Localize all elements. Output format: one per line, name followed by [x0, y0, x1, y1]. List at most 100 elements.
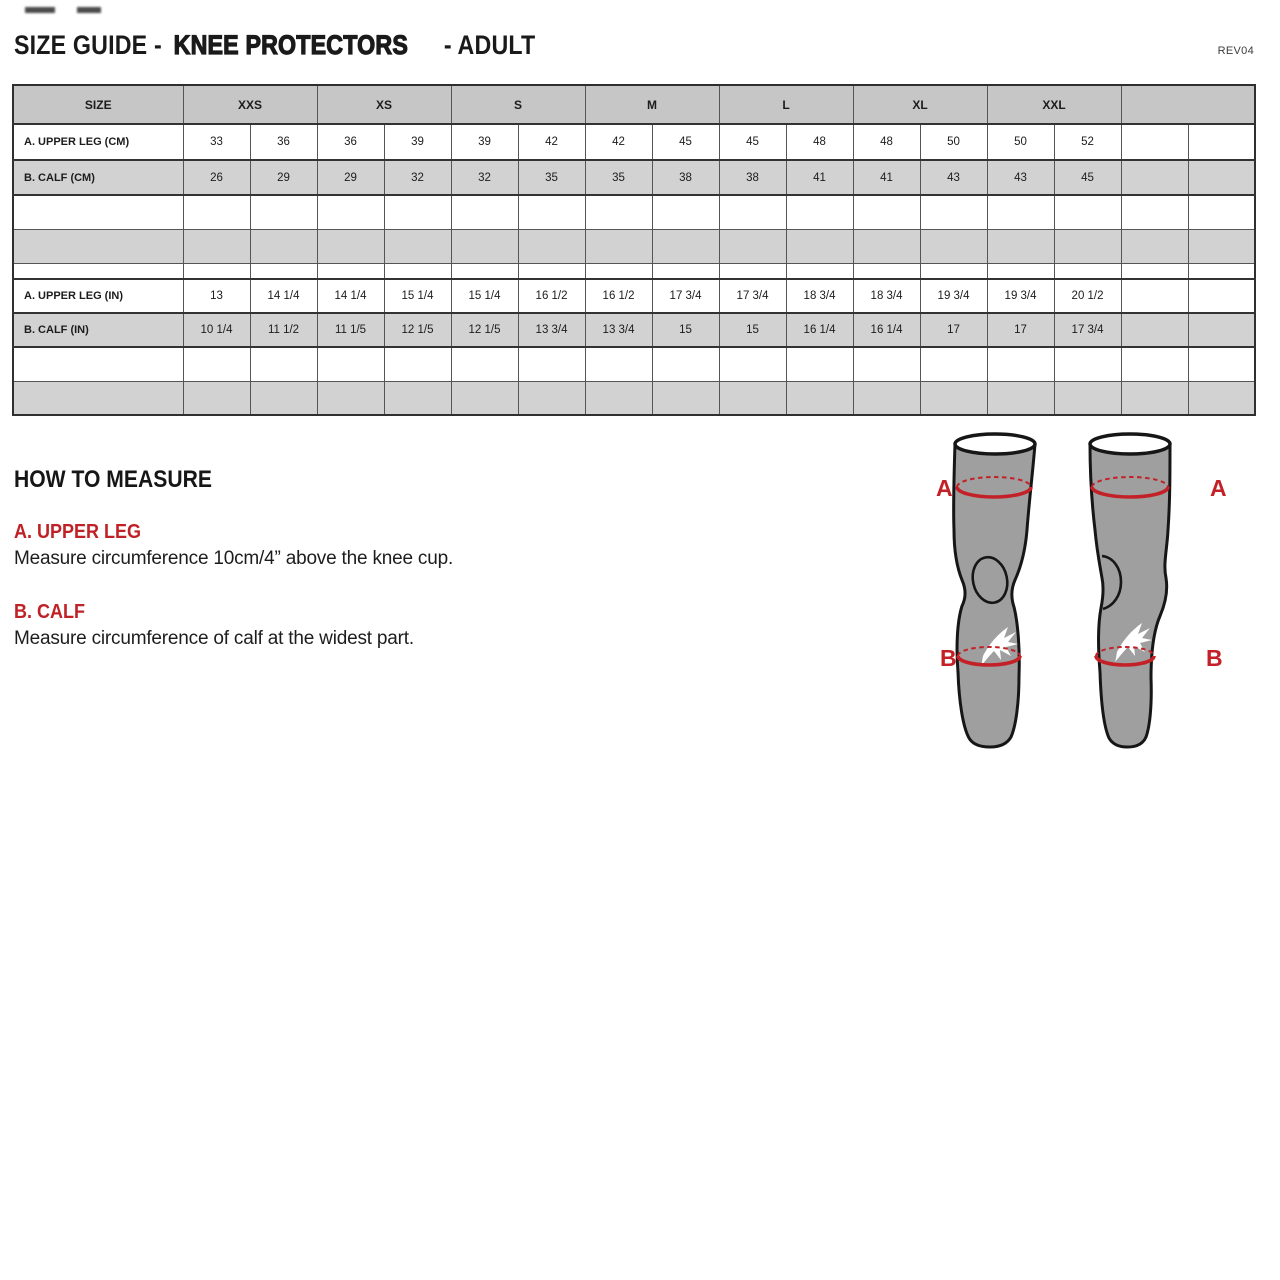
size-value: 41 — [785, 159, 854, 196]
empty-cell — [182, 228, 251, 264]
sleeve-body — [952, 442, 1037, 749]
empty-cell — [718, 380, 787, 416]
empty-cell — [584, 194, 653, 230]
size-value: 14 1/4 — [316, 278, 385, 314]
empty-cell — [1120, 123, 1189, 161]
knee-cup-outline — [1101, 554, 1123, 611]
empty-cell — [785, 380, 854, 416]
row-label — [12, 346, 184, 382]
size-value: 13 — [182, 278, 251, 314]
empty-cell — [1187, 194, 1256, 230]
size-value: 15 — [651, 312, 720, 348]
empty-cell — [1187, 228, 1256, 264]
measure-b-text: Measure circumference of calf at the wid… — [14, 628, 414, 649]
cropped-artifact — [25, 7, 55, 13]
empty-cell — [1187, 278, 1256, 314]
empty-cell — [651, 194, 720, 230]
row-label — [12, 262, 184, 280]
empty-cell — [919, 194, 988, 230]
sleeve-opening — [953, 432, 1037, 456]
empty-cell — [316, 194, 385, 230]
measure-b-heading: B. CALF — [14, 601, 86, 623]
size-header-empty — [1120, 84, 1256, 125]
size-value: 17 — [919, 312, 988, 348]
size-value: 12 1/5 — [383, 312, 452, 348]
empty-cell — [1053, 228, 1122, 264]
empty-cell — [1187, 346, 1256, 382]
knee-sleeve-diagram: A B A B — [936, 432, 1227, 749]
empty-cell — [383, 194, 452, 230]
spacer-row — [12, 194, 1256, 230]
empty-cell — [651, 380, 720, 416]
size-value: 35 — [517, 159, 586, 196]
size-value: 32 — [450, 159, 519, 196]
size-value: 43 — [986, 159, 1055, 196]
empty-cell — [249, 228, 318, 264]
row-label — [12, 194, 184, 230]
size-value: 33 — [182, 123, 251, 161]
size-header-row: SIZE XXS XS S M L XL XXL — [12, 84, 1256, 125]
spacer-row — [12, 262, 1256, 280]
measurement-row: B. CALF (IN) 10 1/4 11 1/2 11 1/5 12 1/5 12 1… — [12, 312, 1256, 348]
empty-cell — [785, 194, 854, 230]
empty-cell — [651, 262, 720, 280]
empty-cell — [1120, 278, 1189, 314]
spacer-row — [12, 346, 1256, 382]
empty-cell — [718, 194, 787, 230]
size-value: 16 1/4 — [852, 312, 921, 348]
empty-cell — [450, 380, 519, 416]
empty-cell — [249, 262, 318, 280]
empty-cell — [651, 346, 720, 382]
empty-cell — [986, 346, 1055, 382]
measurement-row: A. UPPER LEG (IN) 13 14 1/4 14 1/4 15 1/4 15 … — [12, 278, 1256, 314]
empty-cell — [450, 346, 519, 382]
size-value: 11 1/2 — [249, 312, 318, 348]
empty-cell — [316, 262, 385, 280]
size-value: 16 1/2 — [517, 278, 586, 314]
empty-cell — [919, 380, 988, 416]
empty-cell — [249, 380, 318, 416]
measure-ring-a-solid — [955, 486, 1033, 499]
empty-cell — [1120, 380, 1189, 416]
size-value: 17 — [986, 312, 1055, 348]
size-header-xxs: XXS — [182, 84, 318, 125]
empty-cell — [1120, 228, 1189, 264]
size-value: 45 — [651, 123, 720, 161]
size-table: SIZE XXS XS S M L XL XXL A. UPPER LEG (CM) 33 36 36… — [12, 84, 1257, 416]
size-header-l: L — [718, 84, 854, 125]
brand-star-icon — [981, 627, 1018, 666]
empty-cell — [249, 346, 318, 382]
size-value: 38 — [718, 159, 787, 196]
empty-cell — [316, 228, 385, 264]
size-value: 15 1/4 — [383, 278, 452, 314]
empty-cell — [383, 228, 452, 264]
size-value: 17 3/4 — [1053, 312, 1122, 348]
size-value: 17 3/4 — [718, 278, 787, 314]
empty-cell — [383, 346, 452, 382]
empty-cell — [852, 346, 921, 382]
empty-cell — [1187, 380, 1256, 416]
empty-cell — [1187, 123, 1256, 161]
size-value: 39 — [450, 123, 519, 161]
empty-cell — [249, 194, 318, 230]
size-value: 15 — [718, 312, 787, 348]
size-value: 10 1/4 — [182, 312, 251, 348]
label-a-right: A — [1210, 475, 1227, 501]
row-label — [12, 228, 184, 264]
size-value: 36 — [316, 123, 385, 161]
empty-cell — [584, 380, 653, 416]
label-a-left: A — [936, 475, 953, 501]
empty-cell — [852, 380, 921, 416]
size-value: 13 3/4 — [517, 312, 586, 348]
empty-cell — [852, 262, 921, 280]
row-label: B. CALF (IN) — [12, 312, 184, 348]
empty-cell — [986, 194, 1055, 230]
title-audience: - ADULT — [443, 30, 536, 60]
empty-cell — [182, 380, 251, 416]
empty-cell — [584, 346, 653, 382]
label-b-right: B — [1206, 645, 1223, 671]
size-value: 52 — [1053, 123, 1122, 161]
size-value: 36 — [249, 123, 318, 161]
empty-cell — [584, 228, 653, 264]
measure-ring-a-solid — [1090, 486, 1170, 499]
